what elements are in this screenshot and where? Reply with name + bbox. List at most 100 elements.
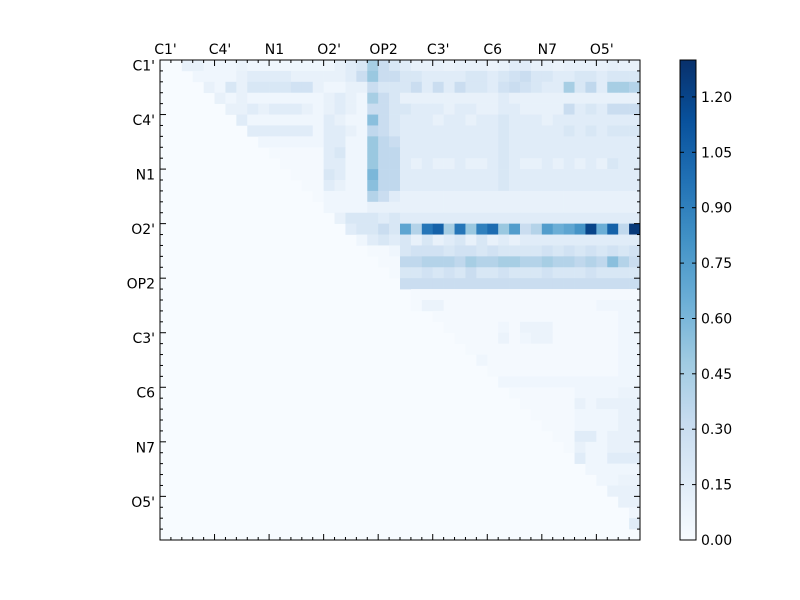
heatmap-cell — [476, 201, 488, 214]
heatmap-cell — [367, 180, 379, 192]
heatmap-cell — [290, 136, 303, 148]
heatmap-cell — [629, 332, 641, 344]
heatmap-cell — [465, 223, 477, 235]
heatmap-cell — [629, 343, 641, 355]
heatmap-cell — [487, 147, 499, 159]
heatmap-cell — [465, 125, 477, 137]
heatmap-cell — [454, 321, 466, 334]
heatmap-cell — [618, 223, 630, 235]
heatmap-cell — [367, 125, 379, 137]
heatmap-cell — [552, 267, 564, 279]
heatmap-cell — [552, 190, 564, 203]
heatmap-cell — [356, 114, 368, 126]
heatmap-cell — [454, 223, 466, 235]
heatmap-cell — [356, 103, 368, 115]
heatmap-cell — [509, 190, 521, 203]
heatmap-cell — [476, 114, 488, 126]
heatmap-cell — [487, 289, 499, 301]
heatmap-cell — [530, 310, 543, 323]
heatmap-cell — [410, 190, 423, 203]
heatmap-cell — [618, 441, 630, 454]
heatmap-cell — [607, 310, 619, 323]
heatmap-cell — [585, 223, 597, 235]
heatmap-cell — [585, 169, 597, 181]
heatmap-cell — [400, 114, 412, 126]
heatmap-cell — [574, 114, 586, 126]
heatmap-cell — [520, 354, 532, 366]
heatmap-cell — [530, 190, 543, 203]
heatmap-cell — [367, 212, 379, 224]
heatmap-cell — [400, 81, 412, 94]
heatmap-cell — [563, 114, 575, 126]
heatmap-cell — [574, 387, 586, 399]
heatmap-cell — [607, 169, 619, 181]
heatmap-cell — [498, 256, 510, 268]
heatmap-cell — [225, 81, 237, 94]
heatmap-cell — [552, 201, 564, 214]
heatmap-cell — [301, 125, 314, 137]
heatmap-cell — [400, 180, 412, 192]
heatmap-cell — [585, 321, 597, 334]
heatmap-cell — [541, 234, 554, 246]
heatmap-cell — [596, 387, 608, 399]
heatmap-cell — [498, 354, 510, 366]
heatmap-cell — [618, 430, 630, 443]
heatmap-cell — [596, 354, 608, 366]
colorbar-tick-label: 0.45 — [701, 367, 732, 383]
heatmap-cell — [410, 180, 423, 192]
heatmap-cells — [181, 60, 641, 530]
heatmap-cell — [323, 158, 335, 170]
heatmap-cell — [421, 289, 434, 301]
heatmap-cell — [258, 136, 270, 148]
heatmap-cell — [520, 376, 532, 388]
heatmap-cell — [618, 463, 630, 475]
heatmap-cell — [400, 158, 412, 170]
heatmap-cell — [476, 92, 488, 104]
heatmap-cell — [356, 125, 368, 137]
heatmap-cell — [454, 70, 466, 83]
heatmap-cell — [520, 289, 532, 301]
heatmap-cell — [454, 147, 466, 159]
heatmap-cell — [607, 136, 619, 148]
heatmap-cell — [225, 70, 237, 83]
heatmap-cell — [203, 70, 215, 83]
heatmap-cell — [280, 92, 292, 104]
heatmap-cell — [509, 136, 521, 148]
heatmap-cell — [410, 114, 423, 126]
heatmap-cell — [530, 158, 543, 170]
heatmap-cell — [236, 103, 248, 115]
heatmap-cell — [410, 169, 423, 181]
heatmap-cell — [585, 158, 597, 170]
heatmap-cell — [520, 103, 532, 115]
heatmap-cell — [498, 147, 510, 159]
heatmap-cell — [214, 81, 226, 94]
heatmap-cell — [585, 409, 597, 421]
heatmap-cell — [421, 300, 434, 312]
heatmap-cell — [541, 398, 554, 410]
heatmap-cell — [498, 201, 510, 214]
heatmap-cell — [258, 114, 270, 126]
heatmap-cell — [607, 452, 619, 464]
heatmap-cell — [443, 223, 455, 235]
heatmap-cell — [618, 158, 630, 170]
heatmap-cell — [563, 376, 575, 388]
heatmap-cell — [476, 190, 488, 203]
heatmap-cell — [421, 103, 434, 115]
heatmap-cell — [509, 223, 521, 235]
heatmap-cell — [280, 60, 292, 72]
heatmap-cell — [410, 92, 423, 104]
heatmap-cell — [225, 60, 237, 72]
heatmap-cell — [552, 81, 564, 94]
heatmap-cell — [530, 114, 543, 126]
heatmap-cell — [563, 245, 575, 257]
heatmap-cell — [629, 212, 641, 224]
heatmap-cell — [629, 60, 641, 72]
heatmap-cell — [574, 136, 586, 148]
heatmap-cell — [607, 180, 619, 192]
heatmap-cell — [509, 256, 521, 268]
heatmap-cell — [629, 496, 641, 508]
heatmap-cell — [629, 507, 641, 519]
heatmap-cell — [541, 158, 554, 170]
heatmap-cell — [465, 114, 477, 126]
heatmap-cell — [509, 92, 521, 104]
